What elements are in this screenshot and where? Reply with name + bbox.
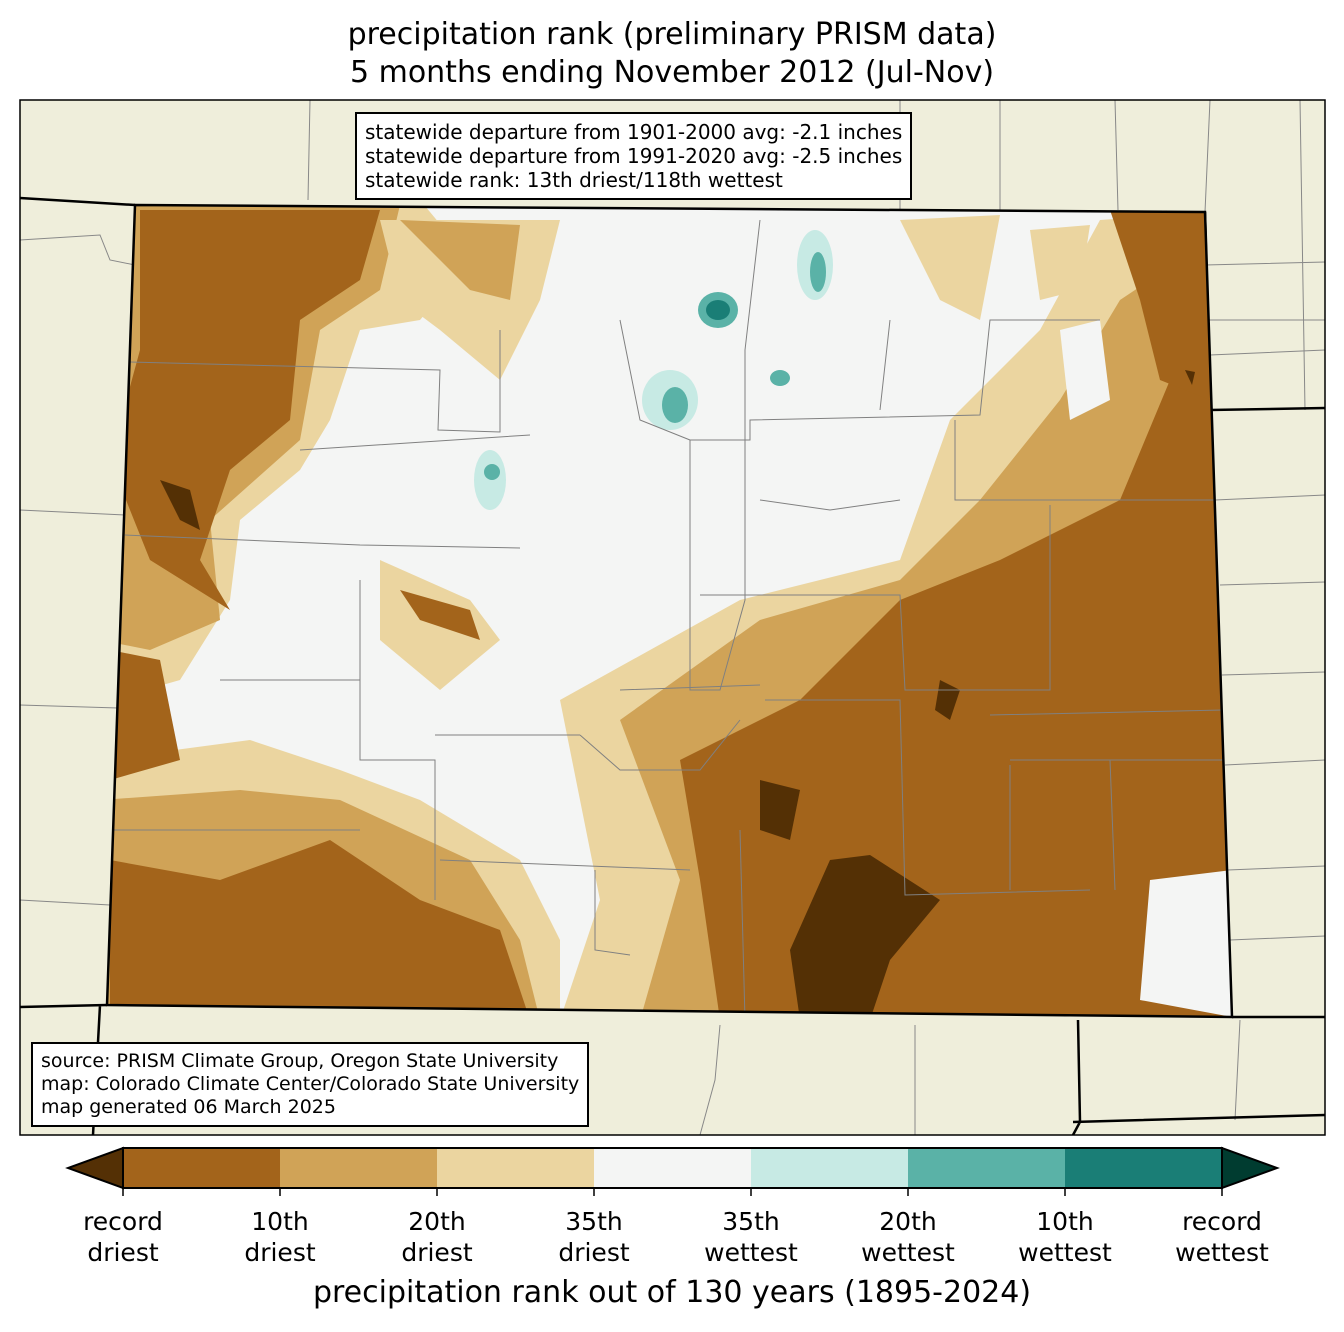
colorbar-tick-label: 35th driest (524, 1206, 664, 1268)
source-line-1: source: PRISM Climate Group, Oregon Stat… (41, 1050, 559, 1072)
colorbar-segment (908, 1148, 1065, 1188)
colorbar-segment (123, 1148, 280, 1188)
statewide-stats-box: statewide departure from 1901-2000 avg: … (355, 112, 913, 200)
colorbar-tick-label: record wettest (1152, 1206, 1292, 1268)
colorado-border (105, 203, 1234, 1019)
map-title-line1: precipitation rank (preliminary PRISM da… (347, 17, 997, 52)
colorbar-segment (280, 1148, 437, 1188)
colorbar-tick-label: 20th wettest (838, 1206, 978, 1268)
tick-label-line2: driest (558, 1238, 630, 1267)
precipitation-rank-field (107, 205, 1232, 1017)
tick-label-line2: driest (244, 1238, 316, 1267)
tick-label-line1: 35th (722, 1207, 780, 1236)
tick-label-line1: 20th (408, 1207, 466, 1236)
colorbar-extend-low (65, 1146, 124, 1190)
colorbar-tick-label: 35th wettest (681, 1206, 821, 1268)
tick-label-line1: 35th (565, 1207, 623, 1236)
tick-label-line2: driest (401, 1238, 473, 1267)
colorbar-segment (594, 1148, 751, 1188)
tick-label-line1: 20th (879, 1207, 937, 1236)
colorbar-tick-label: 10th wettest (995, 1206, 1135, 1268)
colorbar-tick-label: record driest (53, 1206, 193, 1268)
tick-label-line2: wettest (1175, 1238, 1269, 1267)
tick-label-line1: 10th (1036, 1207, 1094, 1236)
colorbar-segment (751, 1148, 908, 1188)
tick-label-line2: wettest (704, 1238, 798, 1267)
colorbar-tick-label: 10th driest (210, 1206, 350, 1268)
colorbar-extend-high (1221, 1146, 1280, 1190)
colorbar-tick-label: 20th driest (367, 1206, 507, 1268)
map-frame (19, 99, 1326, 1136)
tick-label-line2: wettest (1018, 1238, 1112, 1267)
tick-label-line1: 10th (251, 1207, 309, 1236)
tick-label-line1: record (1182, 1207, 1262, 1236)
tick-label-line1: record (83, 1207, 163, 1236)
tick-label-line2: wettest (861, 1238, 955, 1267)
map-title-line2: 5 months ending November 2012 (Jul-Nov) (349, 55, 995, 90)
source-line-2: map: Colorado Climate Center/Colorado St… (41, 1073, 580, 1095)
source-line-3: map generated 06 March 2025 (41, 1096, 336, 1118)
stats-line-1: statewide departure from 1901-2000 avg: … (365, 120, 903, 144)
colorbar (65, 1146, 1280, 1196)
tick-label-line2: driest (87, 1238, 159, 1267)
stats-line-2: statewide departure from 1991-2020 avg: … (365, 144, 903, 168)
colorbar-segment (1065, 1148, 1222, 1188)
colorbar-label: precipitation rank out of 130 years (189… (312, 1275, 1032, 1310)
stats-line-3: statewide rank: 13th driest/118th wettes… (365, 168, 783, 192)
source-box: source: PRISM Climate Group, Oregon Stat… (31, 1042, 590, 1127)
colorbar-outline (122, 1147, 1223, 1189)
colorbar-segment (437, 1148, 594, 1188)
